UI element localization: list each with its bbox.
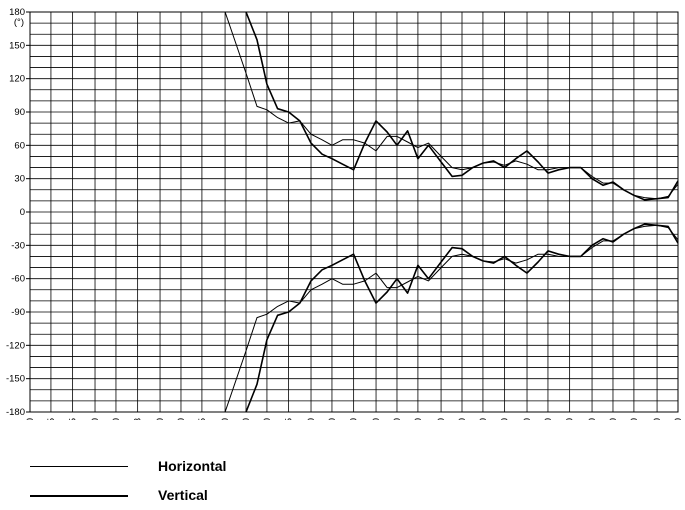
x-tick-label: 315 xyxy=(284,418,295,420)
x-tick-label: 10000 xyxy=(608,418,619,420)
y-tick-label: 120 xyxy=(9,74,25,85)
series-line-vertical xyxy=(244,12,678,201)
series-line-horizontal-lower xyxy=(224,224,678,412)
plot-frame xyxy=(29,11,679,413)
y-tick-label: -60 xyxy=(11,274,25,285)
x-axis-ticks: 20 25 31.5 40 50 63 80 100 125 160 200 250 315 400 500… xyxy=(25,418,684,420)
x-tick-label: 2500 xyxy=(478,418,489,420)
x-tick-label: 400 xyxy=(306,418,317,420)
y-tick-label: -120 xyxy=(6,340,25,351)
x-tick-label: 16000 xyxy=(652,418,663,420)
legend-label-horizontal: Horizontal xyxy=(158,458,227,474)
x-tick-label: 1250 xyxy=(413,418,424,420)
legend-item-horizontal: Horizontal xyxy=(30,456,330,478)
x-tick-label: 20 xyxy=(25,418,36,420)
legend-label-vertical: Vertical xyxy=(158,487,208,503)
y-tick-label: 60 xyxy=(14,140,25,151)
chart: 180 150 120 90 60 30 0 -30 -60 -90 -120 -150 -180 20… xyxy=(6,7,684,420)
x-tick-label: 12500 xyxy=(629,418,640,420)
y-tick-label: 30 xyxy=(14,174,25,185)
x-tick-label: 160 xyxy=(220,418,231,420)
x-tick-label: 200 xyxy=(241,418,252,420)
y-tick-label: 180 xyxy=(9,7,25,18)
x-tick-label: 63 xyxy=(133,418,144,420)
x-tick-label: 250 xyxy=(262,418,273,420)
x-tick-label: 100 xyxy=(176,418,187,420)
x-tick-label: 25 xyxy=(46,418,57,420)
legend-swatch-vertical xyxy=(30,495,128,497)
series-lines xyxy=(224,12,678,412)
x-tick-label: 40 xyxy=(90,418,101,420)
legend-item-vertical: Vertical xyxy=(30,485,330,507)
series-line-vertical-lower xyxy=(244,223,678,412)
y-tick-label: -30 xyxy=(11,240,25,251)
x-tick-label: 50 xyxy=(111,418,122,420)
x-tick-label: 1000 xyxy=(392,418,403,420)
x-tick-label: 125 xyxy=(197,418,208,420)
x-tick-label: 8000 xyxy=(587,418,598,420)
series-line-horizontal xyxy=(224,12,678,200)
x-tick-label: 4000 xyxy=(522,418,533,420)
x-tick-label: 500 xyxy=(327,418,338,420)
legend-swatch-horizontal xyxy=(30,466,128,467)
y-tick-label: 90 xyxy=(14,107,25,118)
y-tick-label: 0 xyxy=(20,207,25,218)
x-tick-label: 630 xyxy=(349,418,360,420)
x-tick-label: 5000 xyxy=(543,418,554,420)
x-tick-label: 2000 xyxy=(457,418,468,420)
x-tick-label: 1600 xyxy=(436,418,447,420)
x-tick-label: 20000 xyxy=(673,418,684,420)
x-tick-label: 800 xyxy=(371,418,382,420)
x-tick-label: 6300 xyxy=(565,418,576,420)
y-tick-label: -180 xyxy=(6,407,25,418)
x-tick-label: 31.5 xyxy=(68,418,79,420)
y-tick-label: 150 xyxy=(9,40,25,51)
y-tick-label: -150 xyxy=(6,374,25,385)
grid xyxy=(29,11,679,413)
y-axis-unit: (°) xyxy=(14,17,24,28)
x-tick-label: 80 xyxy=(155,418,166,420)
x-tick-label: 3150 xyxy=(500,418,511,420)
y-tick-label: -90 xyxy=(11,307,25,318)
y-axis-ticks: 180 150 120 90 60 30 0 -30 -60 -90 -120 -150 -180 xyxy=(6,7,30,418)
